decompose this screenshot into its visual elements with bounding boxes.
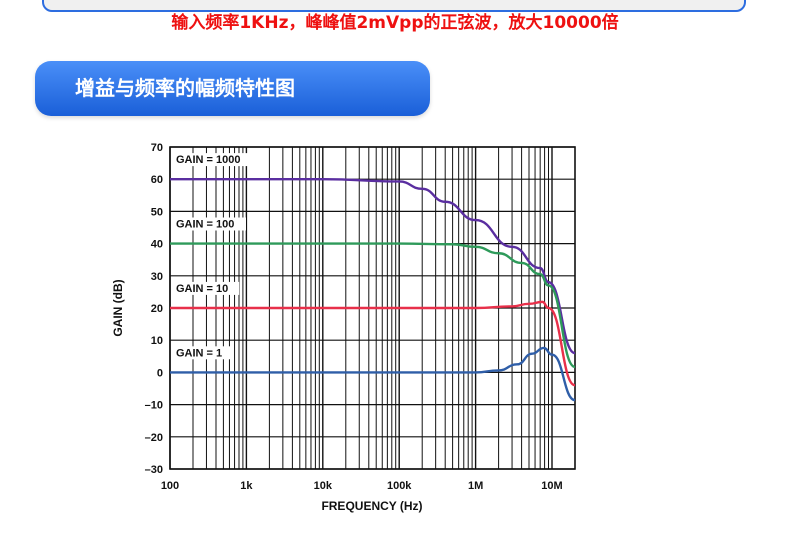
series-label: GAIN = 100 [176, 219, 234, 231]
series-line-2 [169, 300, 576, 387]
x-tick-label: 100 [161, 480, 179, 492]
y-tick-label: 50 [151, 206, 163, 218]
x-tick-label: 1M [468, 480, 483, 492]
series-label: GAIN = 1 [176, 347, 222, 359]
series-line-3 [170, 346, 576, 402]
x-tick-label: 10M [541, 480, 562, 492]
y-tick-label: 10 [151, 335, 163, 347]
series-line-1 [170, 242, 576, 369]
series-label-bg [173, 281, 240, 295]
x-tick-label: 10k [314, 480, 333, 492]
y-tick-label: 60 [151, 174, 163, 186]
y-tick-label: –20 [145, 432, 163, 444]
top-info-box [42, 0, 746, 12]
y-tick-label: 40 [151, 239, 163, 251]
y-tick-label: –10 [145, 400, 163, 412]
x-tick-label: 1k [240, 480, 253, 492]
series-label-bg [173, 346, 233, 360]
y-tick-label: 0 [157, 367, 163, 379]
series-label: GAIN = 1000 [176, 154, 241, 166]
x-tick-label: 100k [387, 480, 412, 492]
y-tick-label: 70 [151, 142, 163, 154]
input-signal-note: 输入频率1KHz，峰峰值2mVpp的正弦波，放大10000倍 [171, 13, 619, 33]
x-axis-label: FREQUENCY (Hz) [321, 499, 422, 513]
y-tick-label: –30 [145, 464, 163, 476]
series-line-0 [170, 177, 576, 355]
series-label-bg [173, 217, 246, 231]
y-tick-label: 20 [151, 303, 163, 315]
series-label: GAIN = 10 [176, 283, 228, 295]
section-title-banner: 增益与频率的幅频特性图 [35, 61, 430, 116]
y-axis-label: GAIN (dB) [111, 279, 125, 336]
series-label-bg [173, 153, 253, 167]
y-tick-label: 30 [151, 271, 163, 283]
